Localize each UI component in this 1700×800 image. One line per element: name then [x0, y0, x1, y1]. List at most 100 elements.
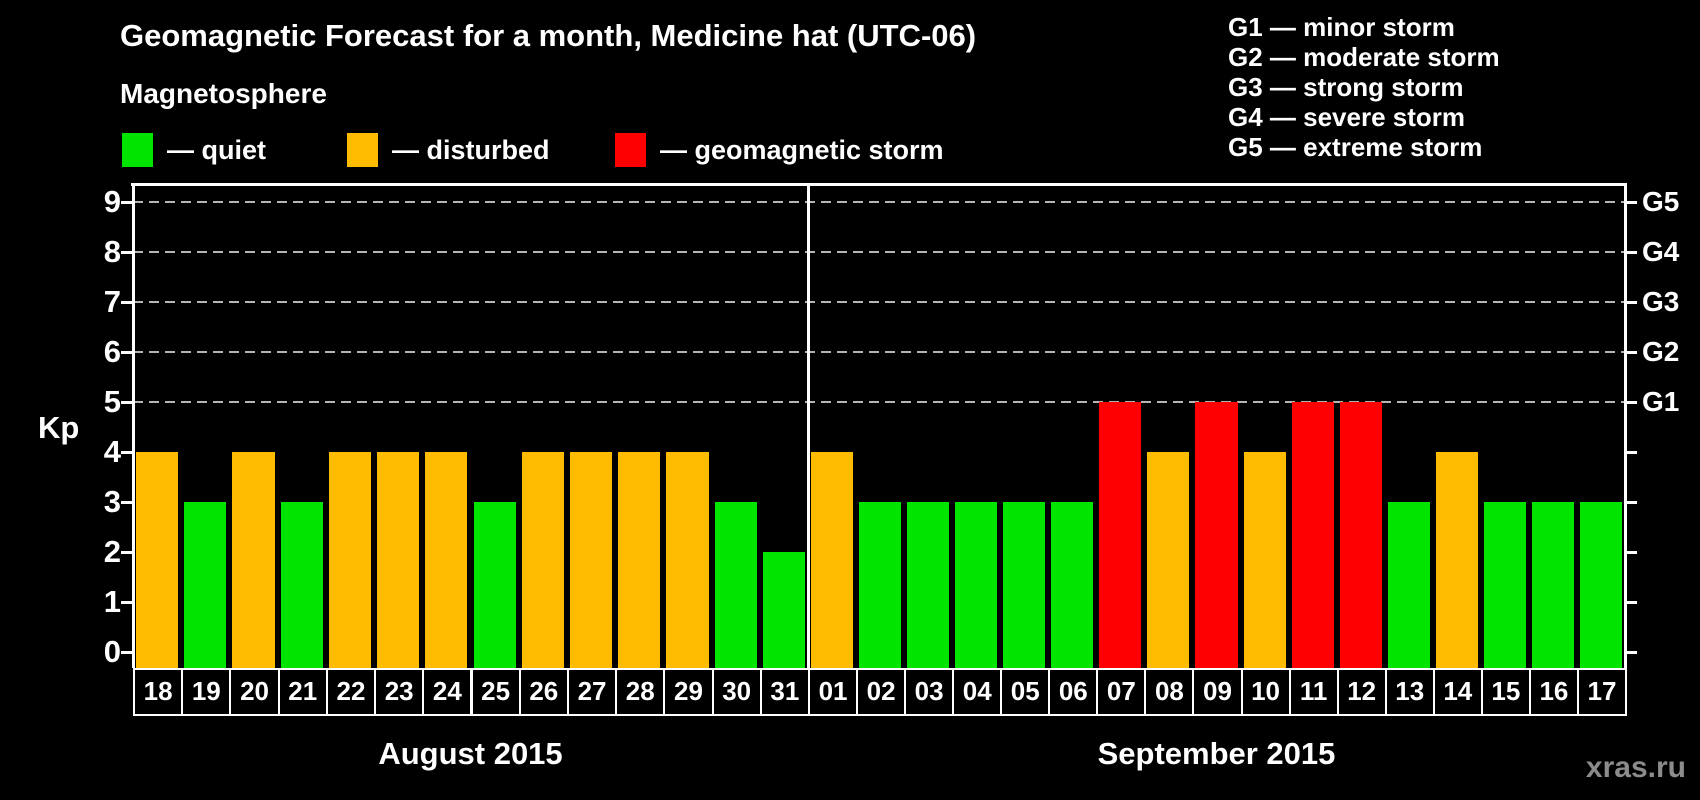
g-tick [1625, 250, 1637, 254]
day-label-cell: 13 [1384, 668, 1435, 716]
g-legend-line: G3 — strong storm [1228, 72, 1464, 102]
day-label-cell: 31 [759, 668, 810, 716]
month-label-august: August 2015 [378, 736, 563, 771]
day-label-cell: 25 [470, 668, 521, 716]
day-label-cell: 02 [856, 668, 907, 716]
kp-bar-september-09 [1195, 402, 1238, 668]
kp-bar-september-14 [1435, 452, 1478, 668]
kp-bar-september-07 [1099, 402, 1142, 668]
legend-title: Magnetosphere [120, 78, 327, 109]
y-axis-label: Kp [38, 410, 80, 445]
storm-swatch-icon [615, 133, 646, 167]
plot-top-border [131, 183, 1627, 186]
kp-bar-september-02 [859, 502, 902, 668]
kp-bar-august-31 [762, 552, 805, 668]
g-tick [1625, 500, 1637, 504]
y-tick-label: 4 [103, 434, 121, 469]
g-axis-label-g5: G5 [1642, 186, 1680, 217]
day-label-cell: 16 [1528, 668, 1579, 716]
g-tick [1625, 450, 1637, 454]
kp-bar-august-20 [232, 452, 275, 668]
kp-bar-september-12 [1339, 402, 1382, 668]
day-label-cell: 27 [566, 668, 618, 716]
g-tick [1625, 200, 1637, 204]
y-tick-label: 5 [103, 384, 121, 419]
day-label-cell: 24 [422, 668, 473, 716]
g-tick [1625, 350, 1637, 354]
month-divider-line [806, 183, 810, 668]
kp-bar-august-24 [425, 452, 468, 668]
day-label-cell: 22 [325, 668, 377, 716]
g-axis-label-g3: G3 [1642, 286, 1680, 317]
y-tick-label: 6 [103, 334, 121, 369]
kp-bar-september-01 [811, 452, 854, 668]
kp-bar-august-30 [714, 502, 757, 668]
quiet-swatch-icon [122, 133, 153, 167]
g-legend-line: G1 — minor storm [1228, 12, 1455, 42]
page-title: Geomagnetic Forecast for a month, Medici… [120, 18, 977, 53]
day-label-cell: 08 [1144, 668, 1195, 716]
y-tick-label: 7 [103, 284, 121, 319]
day-label-cell: 26 [518, 668, 569, 716]
day-label-cell: 29 [663, 668, 714, 716]
y-tick [121, 650, 133, 654]
day-label-cell: 09 [1192, 668, 1243, 716]
gridline-kp-5 [133, 401, 1625, 403]
kp-bar-august-26 [521, 452, 564, 668]
month-label-september: September 2015 [1097, 736, 1336, 771]
y-tick-label: 3 [103, 484, 121, 519]
y-tick [121, 450, 133, 454]
y-tick-label: 1 [103, 584, 121, 619]
g-tick [1625, 550, 1637, 554]
kp-bar-september-17 [1579, 502, 1622, 668]
kp-bar-august-29 [666, 452, 709, 668]
kp-bar-august-21 [280, 502, 323, 668]
gridline-kp-6 [133, 351, 1625, 353]
gridline-kp-9 [133, 201, 1625, 203]
kp-bar-august-27 [569, 452, 613, 668]
day-label-cell: 04 [952, 668, 1003, 716]
g-axis-label-g4: G4 [1642, 236, 1680, 267]
kp-bar-august-22 [328, 452, 372, 668]
legend-item-storm: — geomagnetic storm [615, 133, 944, 167]
day-label-cell: 19 [181, 668, 232, 716]
day-label-cell: 05 [1000, 668, 1051, 716]
day-label-cell: 07 [1096, 668, 1147, 716]
g-tick [1625, 600, 1637, 604]
g-tick [1625, 400, 1637, 404]
legend-item-label: — geomagnetic storm [660, 134, 944, 165]
kp-bar-august-28 [618, 452, 661, 668]
y-tick-label: 0 [103, 634, 121, 669]
y-tick [121, 350, 133, 354]
plot-area [133, 183, 1625, 668]
g-legend-line: G4 — severe storm [1228, 102, 1466, 132]
g-tick [1625, 650, 1637, 654]
day-label-cell: 11 [1288, 668, 1339, 716]
legend-item-label: — quiet [167, 134, 266, 165]
day-label-cell: 15 [1480, 668, 1531, 716]
legend-item-label: — disturbed [392, 134, 550, 165]
g-legend-line: G2 — moderate storm [1228, 42, 1500, 72]
kp-bar-september-05 [1003, 502, 1046, 668]
y-tick [121, 400, 133, 404]
g-axis-label-g1: G1 [1642, 386, 1680, 417]
kp-bar-september-04 [955, 502, 998, 668]
kp-bar-august-25 [473, 502, 516, 668]
y-tick [121, 250, 133, 254]
gridline-kp-8 [133, 251, 1625, 253]
day-label-cell: 23 [374, 668, 425, 716]
kp-bar-september-06 [1051, 502, 1094, 668]
legend-item-disturbed: — disturbed [347, 133, 550, 167]
y-tick-label: 2 [103, 534, 121, 569]
y-tick [121, 300, 133, 304]
kp-bar-september-16 [1531, 502, 1574, 668]
legend-item-quiet: — quiet [122, 133, 266, 167]
watermark: xras.ru [1585, 751, 1686, 784]
day-label-cell: 20 [229, 668, 280, 716]
kp-bar-september-10 [1243, 452, 1286, 668]
kp-bar-august-18 [136, 452, 179, 668]
y-tick [121, 550, 133, 554]
day-axis: 18 19 20 21 22 23 24 25 26 27 28 29 30 31 01 02 03 04 05 06… [133, 668, 1627, 716]
kp-bar-august-19 [184, 502, 227, 668]
kp-bar-september-15 [1483, 502, 1526, 668]
